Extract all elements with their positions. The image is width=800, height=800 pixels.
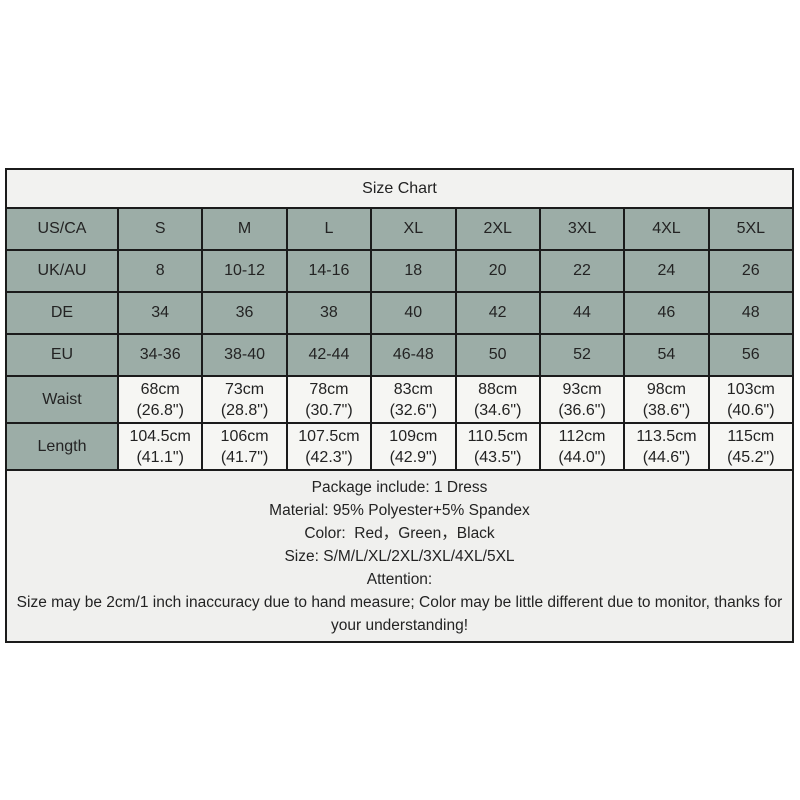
note-line: Size may be 2cm/1 inch inaccuracy due to…	[16, 593, 787, 634]
size-cell: 103cm (40.6")	[707, 375, 795, 424]
size-cell: 48	[707, 291, 795, 335]
size-cell: 52	[538, 333, 626, 377]
size-cell: 93cm (36.6")	[538, 375, 626, 424]
note-line: Color: Red，Green，Black	[304, 524, 495, 542]
note-line: Package include: 1 Dress	[311, 478, 488, 496]
size-cell: 46-48	[370, 333, 457, 377]
note-line: Attention:	[366, 570, 433, 588]
size-cell: 106cm (41.7")	[201, 422, 288, 471]
size-cell: XL	[370, 207, 457, 251]
table-row-length: Length 104.5cm (41.1") 106cm (41.7") 107.5c…	[5, 422, 795, 471]
size-cell: 2XL	[454, 207, 541, 251]
size-cell: 112cm (44.0")	[538, 422, 626, 471]
size-cell: 34	[116, 291, 204, 335]
size-chart-table: Size Chart US/CA S M L XL 2XL 3XL 4XL 5XL UK/AU 8 1…	[5, 168, 795, 643]
size-cell: 36	[201, 291, 288, 335]
row-label: UK/AU	[5, 249, 119, 293]
size-cell: 88cm (34.6")	[454, 375, 541, 424]
size-cell: 54	[623, 333, 710, 377]
size-cell: 4XL	[623, 207, 710, 251]
size-cell: 98cm (38.6")	[623, 375, 710, 424]
size-cell: 56	[707, 333, 795, 377]
size-cell: 50	[454, 333, 541, 377]
row-label: DE	[5, 291, 119, 335]
size-cell: 8	[116, 249, 204, 293]
size-cell: 38-40	[201, 333, 288, 377]
row-label: US/CA	[5, 207, 119, 251]
size-cell: 22	[538, 249, 626, 293]
size-cell: 20	[454, 249, 541, 293]
row-label: Waist	[5, 375, 119, 424]
table-row-de: DE 34 36 38 40 42 44 46 48	[5, 291, 795, 335]
size-cell: 68cm (26.8")	[116, 375, 204, 424]
size-cell: 10-12	[201, 249, 288, 293]
row-label: Length	[5, 422, 119, 471]
size-cell: 24	[623, 249, 710, 293]
size-cell: 26	[707, 249, 795, 293]
size-cell: 44	[538, 291, 626, 335]
table-row-waist: Waist 68cm (26.8") 73cm (28.8") 78cm (30.7"…	[5, 375, 795, 424]
size-cell: 115cm (45.2")	[707, 422, 795, 471]
size-cell: 34-36	[116, 333, 204, 377]
chart-title: Size Chart	[5, 168, 794, 209]
size-cell: 42-44	[285, 333, 373, 377]
size-cell: 83cm (32.6")	[370, 375, 457, 424]
size-cell: 73cm (28.8")	[201, 375, 288, 424]
size-cell: 46	[623, 291, 710, 335]
size-cell: 38	[285, 291, 373, 335]
table-row-uk-au: UK/AU 8 10-12 14-16 18 20 22 24 26	[5, 249, 795, 293]
notes-row: Package include: 1 Dress Material: 95% Po…	[5, 469, 794, 643]
title-row: Size Chart	[5, 168, 794, 209]
size-cell: 107.5cm (42.3")	[285, 422, 373, 471]
size-cell: 104.5cm (41.1")	[116, 422, 204, 471]
size-cell: 113.5cm (44.6")	[623, 422, 710, 471]
note-line: Material: 95% Polyester+5% Spandex	[269, 501, 530, 519]
size-cell: 40	[370, 291, 457, 335]
row-label: EU	[5, 333, 119, 377]
size-chart-panel: Size Chart US/CA S M L XL 2XL 3XL 4XL 5XL UK/AU 8 1…	[5, 168, 795, 643]
size-cell: 78cm (30.7")	[285, 375, 373, 424]
size-cell: 110.5cm (43.5")	[454, 422, 541, 471]
size-cell: 109cm (42.9")	[370, 422, 457, 471]
size-cell: 5XL	[707, 207, 795, 251]
product-notes: Package include: 1 Dress Material: 95% Po…	[5, 469, 794, 643]
size-cell: M	[201, 207, 288, 251]
size-cell: L	[285, 207, 373, 251]
table-row-us-ca: US/CA S M L XL 2XL 3XL 4XL 5XL	[5, 207, 795, 251]
table-row-eu: EU 34-36 38-40 42-44 46-48 50 52 54 56	[5, 333, 795, 377]
note-line: Size: S/M/L/XL/2XL/3XL/4XL/5XL	[284, 547, 515, 565]
size-cell: 18	[370, 249, 457, 293]
size-cell: 42	[454, 291, 541, 335]
size-cell: 14-16	[285, 249, 373, 293]
size-cell: 3XL	[538, 207, 626, 251]
size-cell: S	[116, 207, 204, 251]
